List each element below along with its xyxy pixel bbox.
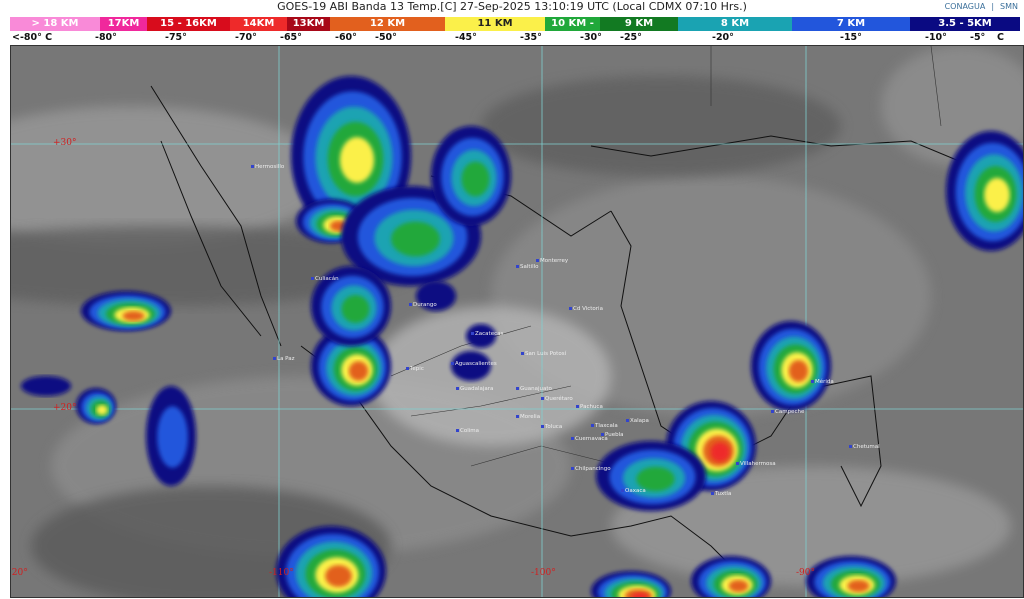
city-label: Culiacán	[311, 276, 339, 282]
city-label: Guadalajara	[456, 386, 493, 392]
city-label: Puebla	[601, 432, 623, 438]
temperature-label: -45°	[455, 32, 477, 43]
latitude-label: +30°	[53, 138, 77, 148]
city-label: Pachuca	[576, 404, 603, 410]
convective-cloud	[348, 361, 369, 381]
temperature-label: C	[997, 32, 1004, 43]
city-label: Cuernavaca	[571, 436, 608, 442]
scale-segment: 7 KM	[792, 17, 910, 31]
temperature-scale: <-80° C -80° -75° -70° -65° -60° -50° -45° -35° -…	[10, 31, 1020, 45]
city-label: Chilpancingo	[571, 466, 611, 472]
city-label: Mérida	[811, 379, 834, 385]
temperature-label: -60°	[335, 32, 357, 43]
convective-cloud	[21, 376, 71, 396]
convective-cloud	[984, 177, 1010, 213]
conagua-logo: CONAGUA	[944, 2, 986, 11]
city-label: Tepic	[406, 366, 424, 372]
city-label: Monterrey	[536, 258, 568, 264]
city-label: Campeche	[771, 409, 804, 415]
city-label: Toluca	[541, 424, 562, 430]
convective-cloud	[96, 404, 108, 416]
city-label: Hermosillo	[251, 164, 284, 170]
convective-cloud	[391, 221, 440, 257]
cloud-cover	[371, 306, 611, 446]
convective-cloud	[631, 592, 649, 597]
city-label: Guanajuato	[516, 386, 552, 392]
satellite-map: +30° +20° -120° -110° -100° -90° Hermosillo La …	[10, 45, 1024, 598]
cloud-cover	[481, 76, 841, 176]
scale-segment: 10 KM -	[545, 17, 600, 31]
city-label: La Paz	[273, 356, 295, 362]
temperature-label: -25°	[620, 32, 642, 43]
scale-segment: 3.5 - 5KM	[910, 17, 1020, 31]
temperature-label: -75°	[165, 32, 187, 43]
convective-cloud	[710, 442, 730, 462]
scale-segment: > 18 KM	[10, 17, 100, 31]
city-label: San Luis Potosí	[521, 351, 566, 357]
convective-cloud	[847, 579, 870, 593]
scale-segment: 9 KM	[600, 17, 678, 31]
scale-segment: 13KM	[287, 17, 330, 31]
temperature-label: -5°	[970, 32, 986, 43]
cloud-cover	[11, 106, 331, 246]
city-label: Tuxtla	[711, 491, 731, 497]
city-label: Colima	[456, 428, 479, 434]
convective-cloud	[788, 360, 809, 382]
city-label: Zacatecas	[471, 331, 503, 337]
city-label: Chetumal	[849, 444, 880, 450]
temperature-label: -10°	[925, 32, 947, 43]
longitude-label: -90°	[796, 568, 815, 578]
city-label: Querétaro	[541, 396, 573, 402]
longitude-label: -120°	[11, 568, 28, 578]
temperature-label: -70°	[235, 32, 257, 43]
convective-cloud	[122, 311, 145, 321]
convective-cloud	[157, 406, 188, 468]
city-label: Durango	[409, 302, 437, 308]
temperature-label: -65°	[280, 32, 302, 43]
temperature-label: -30°	[580, 32, 602, 43]
cloud-top-height-scale: > 18 KM 17KM 15 - 16KM 14KM 13KM 12 KM 11 KM 10…	[10, 17, 1020, 31]
convective-cloud	[636, 466, 675, 492]
convective-cloud	[325, 565, 352, 587]
image-title: GOES-19 ABI Banda 13 Temp.[C] 27-Sep-202…	[277, 0, 747, 13]
scale-segment: 14KM	[230, 17, 287, 31]
city-label: Xalapa	[626, 418, 649, 424]
city-label: Villahermosa	[736, 461, 776, 467]
temperature-label: -35°	[520, 32, 542, 43]
scale-segment: 15 - 16KM	[147, 17, 230, 31]
city-label: Cd Victoria	[569, 306, 603, 312]
longitude-label: -110°	[269, 568, 294, 578]
city-label: Morelia	[516, 414, 540, 420]
city-label: Saltillo	[516, 264, 539, 270]
city-label: Tlaxcala	[591, 423, 618, 429]
city-label: Oaxaca	[621, 488, 646, 494]
temperature-label: <-80° C	[12, 32, 53, 43]
temperature-label: -15°	[840, 32, 862, 43]
state-border	[390, 46, 942, 467]
longitude-label: -100°	[531, 568, 556, 578]
convective-cloud	[341, 295, 370, 323]
satellite-imagery	[11, 46, 1023, 597]
temperature-label: -20°	[712, 32, 734, 43]
city-label: Aguascalientes	[451, 361, 497, 367]
temperature-label: -80°	[95, 32, 117, 43]
convective-cloud	[461, 161, 490, 197]
scale-segment: 17KM	[100, 17, 147, 31]
smn-logo: SMN	[1000, 2, 1018, 11]
scale-segment: 8 KM	[678, 17, 792, 31]
agency-logos: CONAGUA | SMN	[944, 2, 1018, 11]
convective-cloud	[728, 579, 749, 593]
scale-segment: 11 KM	[445, 17, 545, 31]
scale-segment: 12 KM	[330, 17, 445, 31]
latitude-label: +20°	[53, 403, 77, 413]
convective-cloud	[339, 137, 375, 183]
temperature-label: -50°	[375, 32, 397, 43]
